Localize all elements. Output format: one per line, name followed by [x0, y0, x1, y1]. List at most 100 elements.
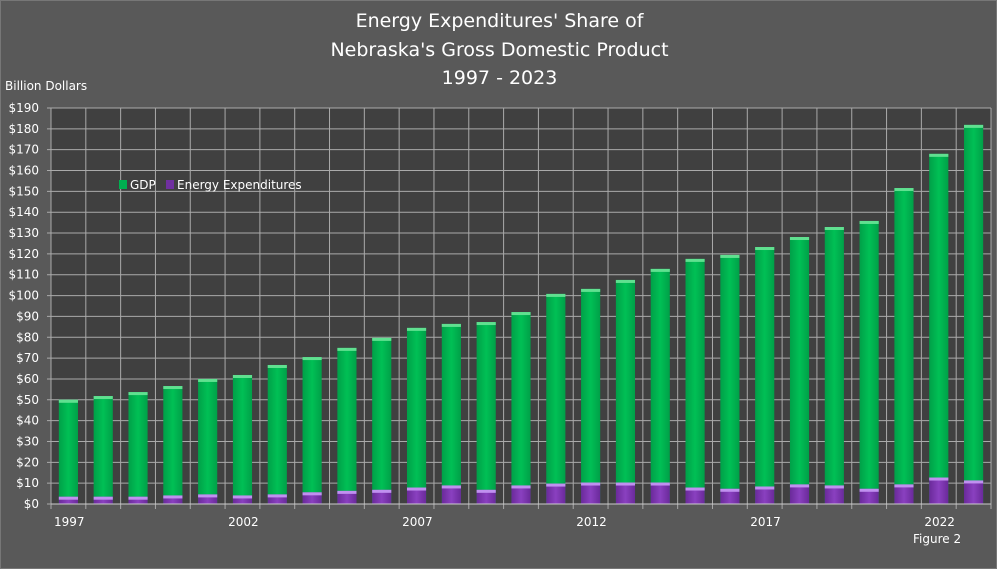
bar-energy-expenditures: [789, 484, 810, 504]
bar-gdp: [337, 347, 357, 504]
bar-top-highlight: [964, 480, 984, 484]
legend-label: Energy Expenditures: [177, 178, 302, 192]
y-tick-label: $180: [8, 122, 39, 136]
bar-gdp: [511, 312, 531, 504]
legend-swatch: [119, 180, 127, 189]
bar-energy-expenditures: [476, 489, 496, 504]
bar-energy-expenditures: [267, 494, 287, 504]
bar-energy-expenditures: [302, 492, 322, 504]
y-tick-label: $10: [16, 476, 39, 490]
bar-gdp: [163, 386, 183, 504]
bar-gdp: [406, 327, 427, 504]
bar-gdp: [650, 268, 670, 504]
bar-top-highlight: [824, 227, 844, 231]
bar-energy-expenditures: [372, 489, 392, 504]
bar-top-highlight: [859, 220, 879, 224]
y-tick-label: $40: [16, 414, 39, 428]
y-tick-label: $150: [8, 184, 39, 198]
y-tick-label: $160: [8, 164, 39, 178]
chart-title-line-3: 1997 - 2023: [441, 67, 558, 89]
bar-energy-expenditures: [128, 496, 148, 504]
bar-gdp: [476, 322, 496, 504]
bar-energy-expenditures: [964, 480, 984, 504]
bar-top-highlight: [441, 323, 461, 327]
bar-gdp: [267, 364, 287, 504]
x-tick-label: 2022: [924, 515, 955, 529]
bar-gdp: [964, 124, 984, 504]
bar-top-highlight: [511, 485, 531, 489]
bar-energy-expenditures: [406, 487, 427, 504]
bar-energy-expenditures: [93, 496, 113, 504]
bar-top-highlight: [163, 386, 183, 390]
bar-top-highlight: [406, 487, 427, 491]
bar-energy-expenditures: [581, 482, 601, 504]
bar-energy-expenditures: [337, 490, 357, 504]
bar-top-highlight: [755, 247, 775, 251]
bar-top-highlight: [546, 293, 566, 297]
bar-top-highlight: [650, 268, 670, 272]
x-tick-label: 1997: [54, 515, 85, 529]
bar-gdp: [685, 258, 705, 504]
bar-gdp: [128, 392, 148, 504]
bar-energy-expenditures: [929, 477, 949, 504]
bar-gdp: [302, 357, 322, 504]
bar-top-highlight: [93, 396, 113, 400]
bar-top-highlight: [755, 486, 775, 490]
y-tick-label: $140: [8, 205, 39, 219]
y-tick-label: $130: [8, 226, 39, 240]
bar-top-highlight: [929, 477, 949, 481]
bar-top-highlight: [198, 494, 218, 498]
x-tick-label: 2017: [750, 515, 781, 529]
bar-top-highlight: [685, 487, 705, 491]
bar-top-highlight: [511, 312, 531, 316]
bar-gdp: [232, 374, 253, 504]
bar-top-highlight: [198, 378, 218, 382]
bar-top-highlight: [372, 489, 392, 493]
bar-energy-expenditures: [163, 495, 183, 504]
bar-top-highlight: [337, 347, 357, 351]
bar-energy-expenditures: [232, 495, 253, 504]
bar-top-highlight: [476, 489, 496, 493]
bar-top-highlight: [789, 484, 810, 488]
bar-gdp: [894, 188, 914, 504]
bar-top-highlight: [406, 327, 427, 331]
y-tick-label: $100: [8, 289, 39, 303]
bar-gdp: [615, 279, 636, 504]
bar-gdp: [720, 254, 740, 504]
bar-top-highlight: [337, 490, 357, 494]
bar-gdp: [58, 399, 78, 504]
bar-energy-expenditures: [720, 488, 740, 504]
bar-gdp: [859, 220, 879, 504]
y-tick-label: $60: [16, 372, 39, 386]
bar-top-highlight: [650, 482, 670, 486]
bar-top-highlight: [128, 392, 148, 396]
bar-top-highlight: [964, 124, 984, 128]
bar-gdp: [372, 337, 392, 504]
bar-gdp: [929, 153, 949, 504]
bar-top-highlight: [581, 482, 601, 486]
bar-top-highlight: [929, 153, 949, 157]
bar-energy-expenditures: [615, 482, 636, 504]
x-tick-label: 2007: [402, 515, 433, 529]
bar-gdp: [198, 378, 218, 504]
bar-top-highlight: [302, 492, 322, 496]
bar-top-highlight: [267, 494, 287, 498]
bar-top-highlight: [163, 495, 183, 499]
y-tick-label: $120: [8, 247, 39, 261]
bar-energy-expenditures: [198, 494, 218, 504]
y-tick-label: $50: [16, 393, 39, 407]
bar-top-highlight: [476, 322, 496, 326]
bar-top-highlight: [232, 374, 253, 378]
bar-top-highlight: [302, 357, 322, 361]
bar-energy-expenditures: [755, 486, 775, 504]
bar-top-highlight: [615, 279, 636, 283]
bar-top-highlight: [894, 484, 914, 488]
y-tick-label: $80: [16, 330, 39, 344]
bar-energy-expenditures: [894, 484, 914, 504]
bar-top-highlight: [128, 496, 148, 500]
legend-label: GDP: [130, 178, 156, 192]
bar-top-highlight: [720, 254, 740, 258]
bar-gdp: [93, 396, 113, 504]
bar-top-highlight: [859, 488, 879, 492]
